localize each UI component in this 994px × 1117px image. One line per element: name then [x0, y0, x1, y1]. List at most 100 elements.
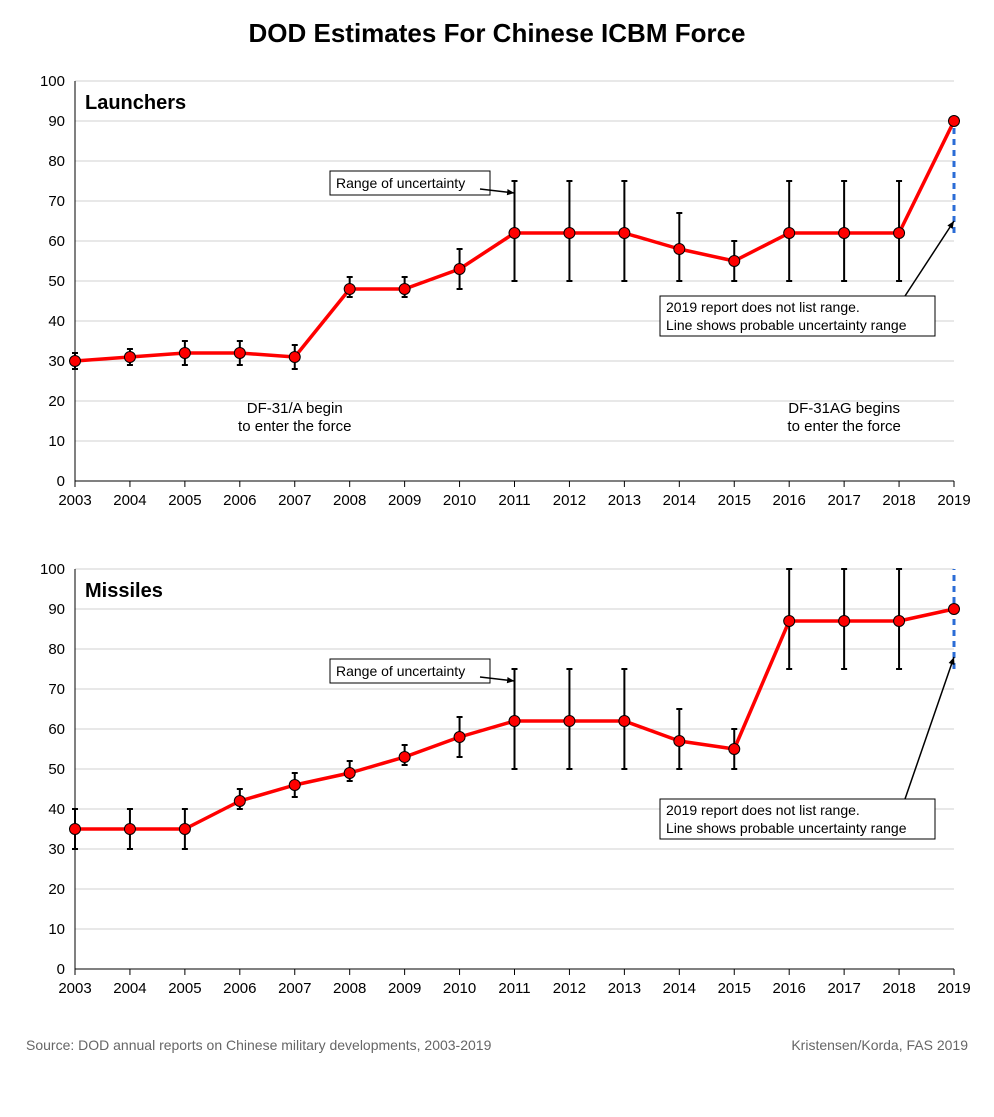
annotation-text: Line shows probable uncertainty range: [666, 820, 907, 836]
data-marker: [70, 356, 81, 367]
y-tick-label: 20: [48, 881, 65, 898]
x-tick-label: 2019: [937, 492, 970, 509]
source-text: Source: DOD annual reports on Chinese mi…: [26, 1037, 491, 1053]
data-marker: [784, 228, 795, 239]
y-tick-label: 30: [48, 841, 65, 858]
data-marker: [344, 284, 355, 295]
data-marker: [894, 228, 905, 239]
y-tick-label: 40: [48, 801, 65, 818]
chart-panel: 0102030405060708090100200320042005200620…: [20, 549, 974, 1009]
x-tick-label: 2008: [333, 980, 366, 997]
x-tick-label: 2011: [498, 980, 530, 997]
annotation-arrow: [905, 221, 954, 296]
annotation-text: 2019 report does not list range.: [666, 802, 860, 818]
data-marker: [344, 768, 355, 779]
annotation-text: DF-31AG begins: [788, 400, 900, 417]
x-tick-label: 2017: [827, 980, 860, 997]
chart-panel: 0102030405060708090100200320042005200620…: [20, 61, 974, 521]
chart-svg: 0102030405060708090100200320042005200620…: [20, 61, 974, 521]
x-tick-label: 2003: [58, 492, 91, 509]
y-tick-label: 60: [48, 233, 65, 250]
panel-label: Launchers: [85, 92, 186, 114]
data-marker: [619, 716, 630, 727]
x-tick-label: 2013: [608, 492, 641, 509]
x-tick-label: 2016: [773, 980, 806, 997]
x-tick-label: 2008: [333, 492, 366, 509]
data-marker: [839, 616, 850, 627]
x-tick-label: 2004: [113, 980, 146, 997]
y-tick-label: 40: [48, 313, 65, 330]
y-tick-label: 10: [48, 433, 65, 450]
data-marker: [289, 352, 300, 363]
annotation-text: Line shows probable uncertainty range: [666, 317, 907, 333]
chart-title: DOD Estimates For Chinese ICBM Force: [20, 18, 974, 49]
x-tick-label: 2015: [718, 980, 751, 997]
x-tick-label: 2004: [113, 492, 146, 509]
annotation-text: DF-31/A begin: [247, 400, 343, 417]
panel-label: Missiles: [85, 580, 163, 602]
y-tick-label: 20: [48, 393, 65, 410]
x-tick-label: 2003: [58, 980, 91, 997]
x-tick-label: 2014: [663, 980, 696, 997]
x-tick-label: 2009: [388, 980, 421, 997]
x-tick-label: 2011: [498, 492, 530, 509]
annotation-text: to enter the force: [238, 418, 351, 435]
x-tick-label: 2012: [553, 980, 586, 997]
data-marker: [729, 256, 740, 267]
y-tick-label: 60: [48, 721, 65, 738]
x-tick-label: 2006: [223, 492, 256, 509]
annotation-arrow: [905, 657, 954, 799]
x-tick-label: 2018: [882, 492, 915, 509]
y-tick-label: 50: [48, 273, 65, 290]
y-tick-label: 70: [48, 193, 65, 210]
x-tick-label: 2009: [388, 492, 421, 509]
x-tick-label: 2007: [278, 980, 311, 997]
x-tick-label: 2010: [443, 980, 476, 997]
data-marker: [674, 736, 685, 747]
data-marker: [179, 348, 190, 359]
data-marker: [234, 348, 245, 359]
charts-container: 0102030405060708090100200320042005200620…: [20, 61, 974, 1009]
y-tick-label: 100: [40, 561, 65, 578]
annotation-text: Range of uncertainty: [336, 175, 465, 191]
x-tick-label: 2015: [718, 492, 751, 509]
chart-svg: 0102030405060708090100200320042005200620…: [20, 549, 974, 1009]
footer: Source: DOD annual reports on Chinese mi…: [20, 1037, 974, 1053]
y-tick-label: 90: [48, 601, 65, 618]
data-marker: [564, 716, 575, 727]
y-tick-label: 30: [48, 353, 65, 370]
data-marker: [674, 244, 685, 255]
data-marker: [234, 796, 245, 807]
annotation-text: to enter the force: [787, 418, 900, 435]
x-tick-label: 2012: [553, 492, 586, 509]
annotation-text: 2019 report does not list range.: [666, 299, 860, 315]
data-marker: [454, 732, 465, 743]
data-marker: [399, 752, 410, 763]
x-tick-label: 2005: [168, 492, 201, 509]
x-tick-label: 2005: [168, 980, 201, 997]
x-tick-label: 2016: [773, 492, 806, 509]
data-marker: [729, 744, 740, 755]
data-marker: [124, 352, 135, 363]
data-marker: [70, 824, 81, 835]
y-tick-label: 70: [48, 681, 65, 698]
x-tick-label: 2010: [443, 492, 476, 509]
y-tick-label: 80: [48, 153, 65, 170]
annotation-text: Range of uncertainty: [336, 663, 465, 679]
x-tick-label: 2007: [278, 492, 311, 509]
y-tick-label: 50: [48, 761, 65, 778]
data-marker: [839, 228, 850, 239]
data-marker: [399, 284, 410, 295]
data-marker: [784, 616, 795, 627]
y-tick-label: 100: [40, 73, 65, 90]
data-marker: [949, 604, 960, 615]
credit-text: Kristensen/Korda, FAS 2019: [791, 1037, 968, 1053]
data-marker: [949, 116, 960, 127]
x-tick-label: 2019: [937, 980, 970, 997]
data-marker: [509, 228, 520, 239]
data-marker: [289, 780, 300, 791]
data-marker: [894, 616, 905, 627]
y-tick-label: 10: [48, 921, 65, 938]
x-tick-label: 2018: [882, 980, 915, 997]
page: DOD Estimates For Chinese ICBM Force 010…: [0, 0, 994, 1117]
